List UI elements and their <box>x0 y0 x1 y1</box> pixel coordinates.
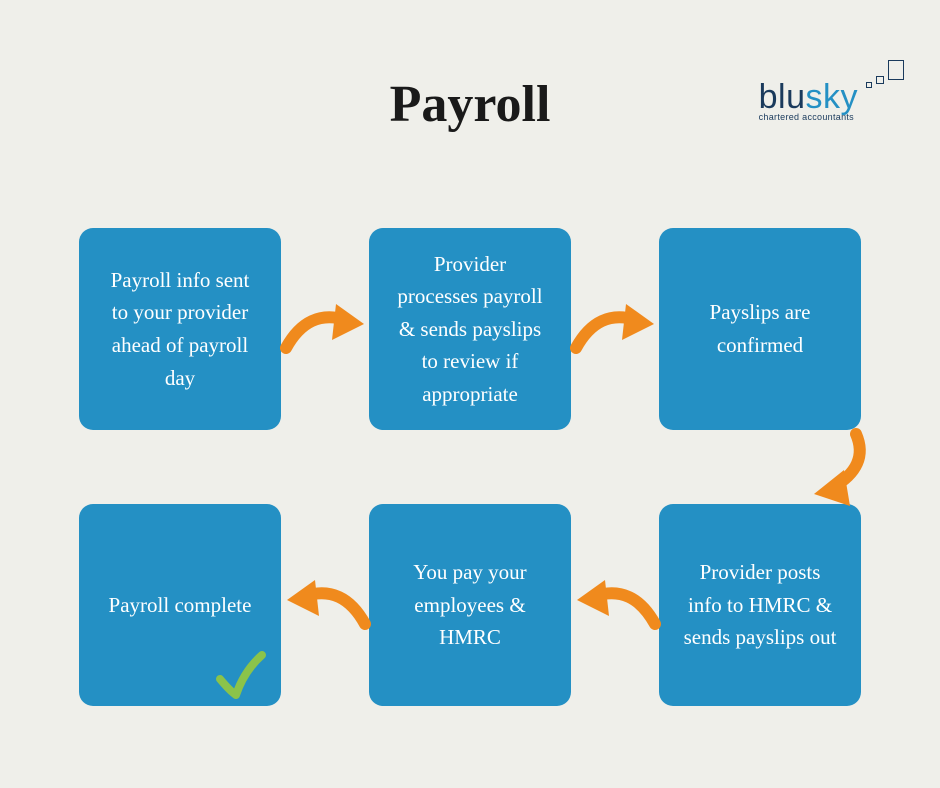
brand-logo: blusky chartered accountants <box>759 80 858 122</box>
flowchart-node-1: Payroll info sent to your provider ahead… <box>79 228 281 430</box>
arrow-down-icon <box>792 426 877 516</box>
flowchart-node-2: Provider processes payroll & sends paysl… <box>369 228 571 430</box>
checkmark-icon <box>214 649 269 704</box>
logo-text: blusky <box>759 80 858 114</box>
node-text: Payslips are confirmed <box>681 296 839 361</box>
node-text: You pay your employees & HMRC <box>391 556 549 654</box>
flowchart-node-5: You pay your employees & HMRC <box>369 504 571 706</box>
arrow-left-icon <box>278 574 373 644</box>
logo-part2: sky <box>806 78 859 116</box>
flowchart-node-3: Payslips are confirmed <box>659 228 861 430</box>
node-text: Provider posts info to HMRC & sends pays… <box>681 556 839 654</box>
arrow-left-icon <box>568 574 663 644</box>
page-title: Payroll <box>390 75 551 134</box>
flowchart-node-4: Provider posts info to HMRC & sends pays… <box>659 504 861 706</box>
arrow-right-icon <box>568 298 663 368</box>
logo-tagline: chartered accountants <box>759 112 858 122</box>
flowchart-node-6: Payroll complete <box>79 504 281 706</box>
node-text: Payroll complete <box>109 589 252 622</box>
logo-part1: blu <box>759 78 806 116</box>
node-text: Payroll info sent to your provider ahead… <box>101 264 259 394</box>
arrow-right-icon <box>278 298 373 368</box>
node-text: Provider processes payroll & sends paysl… <box>391 248 549 411</box>
